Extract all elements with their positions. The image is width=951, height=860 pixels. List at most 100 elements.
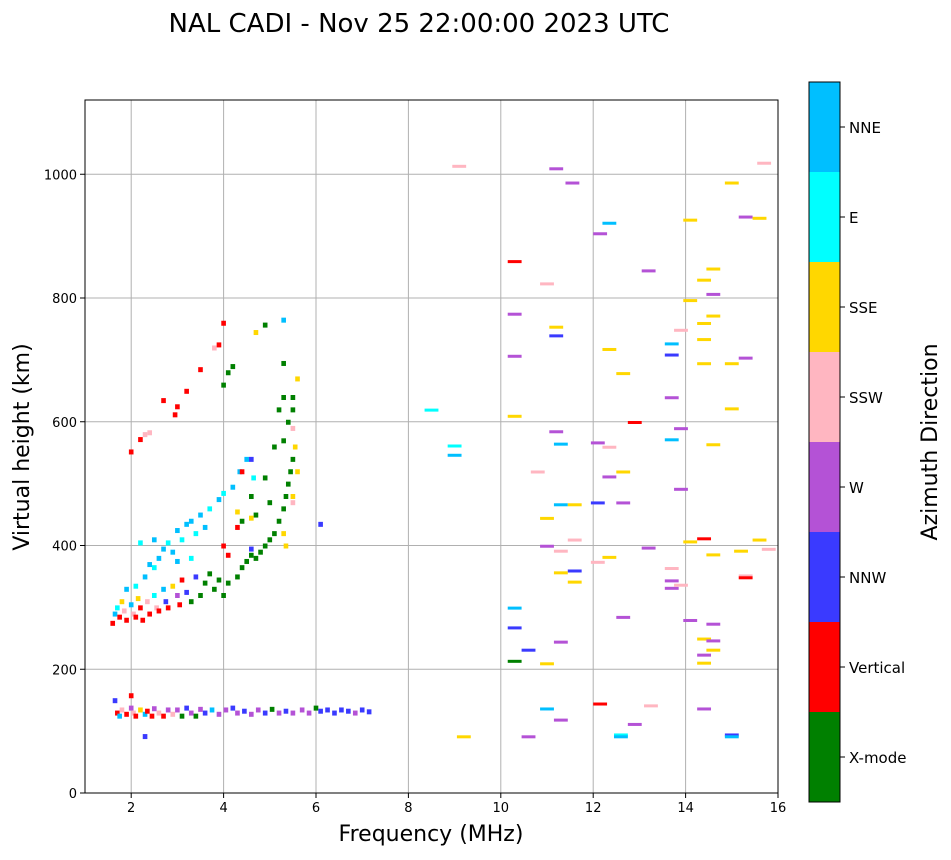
data-point: [664, 567, 679, 571]
data-point: [193, 574, 199, 580]
data-point: [175, 707, 180, 713]
data-point: [616, 501, 631, 505]
data-point: [131, 611, 136, 617]
data-point: [332, 710, 337, 716]
data-point: [616, 615, 631, 619]
y-axis-label: Virtual height (km): [10, 343, 35, 550]
data-point: [683, 299, 698, 303]
data-point: [249, 494, 254, 499]
data-point: [683, 618, 698, 622]
data-point: [193, 531, 199, 537]
data-point: [198, 512, 203, 518]
data-point: [456, 735, 471, 739]
data-point: [674, 427, 688, 431]
data-point: [318, 708, 323, 714]
data-point: [613, 735, 628, 739]
data-point: [140, 617, 146, 623]
data-point: [283, 494, 289, 499]
data-point: [124, 617, 129, 623]
data-point: [602, 555, 617, 559]
data-point: [627, 420, 642, 424]
data-point: [530, 470, 545, 474]
data-point: [641, 546, 656, 550]
data-point: [706, 443, 721, 447]
data-point: [724, 733, 739, 737]
data-point: [306, 710, 312, 716]
data-point: [285, 481, 291, 487]
data-point: [567, 580, 582, 584]
data-point: [697, 362, 712, 366]
colorbar-tick-label: NNE: [849, 119, 881, 137]
data-point: [161, 398, 166, 404]
data-point: [761, 547, 776, 551]
data-point: [567, 538, 582, 542]
colorbar-tick-label: W: [849, 479, 864, 497]
data-point: [738, 356, 753, 360]
data-point: [553, 503, 568, 507]
data-point: [565, 181, 580, 185]
data-point: [352, 710, 358, 716]
data-point: [549, 430, 564, 434]
data-point: [590, 501, 605, 505]
data-point: [641, 269, 656, 273]
data-point: [138, 707, 143, 713]
data-point: [616, 470, 631, 474]
data-point: [447, 444, 462, 448]
data-point: [151, 537, 157, 543]
data-point: [193, 713, 199, 719]
data-point: [697, 278, 712, 282]
data-point: [149, 713, 155, 719]
data-point: [198, 367, 203, 373]
y-tick-label: 800: [52, 292, 77, 307]
data-point: [225, 580, 231, 586]
data-point: [290, 456, 296, 462]
data-point: [133, 583, 139, 589]
data-point: [697, 653, 712, 657]
data-point: [553, 571, 568, 575]
data-point: [221, 320, 226, 326]
data-point: [262, 710, 268, 716]
data-point: [230, 484, 236, 490]
data-point: [627, 722, 642, 726]
data-point: [697, 338, 712, 342]
data-point: [225, 370, 231, 376]
data-point: [664, 353, 679, 357]
x-axis-label: Frequency (MHz): [339, 822, 524, 847]
colorbar-tick-label: E: [849, 209, 858, 227]
data-point: [290, 500, 296, 506]
data-point: [121, 608, 127, 614]
data-point: [290, 710, 296, 716]
data-point: [128, 705, 134, 711]
grid-lines: [85, 100, 779, 794]
data-point: [133, 713, 139, 719]
data-point: [706, 267, 721, 271]
data-point: [325, 707, 330, 713]
data-point: [262, 322, 268, 328]
data-point: [145, 708, 150, 714]
data-point: [752, 538, 767, 542]
data-point: [697, 637, 712, 641]
data-point: [276, 407, 282, 413]
data-point: [590, 441, 605, 445]
x-tick-label: 6: [312, 801, 320, 816]
data-point: [281, 395, 286, 400]
y-tick-label: 600: [52, 416, 77, 431]
data-point: [295, 376, 300, 382]
data-point: [142, 574, 148, 580]
x-tick-label: 8: [404, 801, 412, 816]
data-point: [602, 347, 617, 351]
data-point: [540, 707, 554, 711]
y-tick-label: 400: [52, 540, 77, 555]
data-point: [644, 704, 658, 708]
data-point: [239, 565, 245, 571]
data-point: [179, 577, 185, 583]
data-point: [235, 574, 240, 580]
data-point: [170, 583, 176, 589]
data-point: [184, 521, 189, 527]
colorbar: X-mode Vertical NNW W SSW SSE E NNE: [808, 81, 906, 803]
data-point: [553, 718, 568, 722]
data-point: [452, 164, 467, 168]
data-point: [244, 558, 250, 564]
data-point: [128, 602, 134, 608]
data-point: [262, 475, 268, 481]
